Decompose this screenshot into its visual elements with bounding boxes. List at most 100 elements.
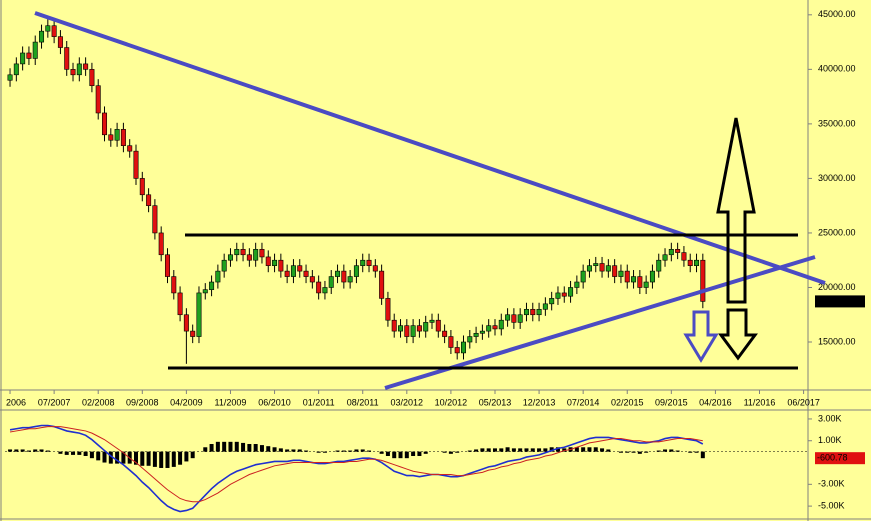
candle-body (454, 347, 460, 354)
histogram-bar (700, 451, 705, 459)
histogram-bar (215, 441, 220, 452)
candle-body (177, 292, 183, 316)
last-value-label: 18723.22 (817, 296, 855, 306)
histogram-bar (385, 451, 390, 456)
candle-body (51, 25, 57, 37)
histogram-bar (530, 448, 535, 452)
candle-body (593, 263, 599, 266)
histogram-bar (618, 451, 623, 453)
candle-body (39, 30, 45, 43)
candle-body (467, 336, 473, 343)
candle-body (108, 134, 114, 141)
candle-body (599, 263, 605, 272)
candle-body (341, 270, 347, 283)
x-tick-label: 06/2017 (787, 397, 820, 407)
histogram-bar (108, 451, 113, 464)
histogram-bar (600, 448, 605, 452)
candle-body (20, 52, 26, 65)
y-tick-label: -5.00K (818, 500, 845, 510)
candle-body (530, 308, 536, 316)
candle-body (309, 276, 315, 283)
candle-body (700, 259, 706, 302)
histogram-bar (392, 451, 397, 459)
plot-area: 2006 07/2007 02/2008 09/2008 04/2009 11/2009 0… (5, 9, 865, 513)
trend-line (384, 255, 816, 390)
candle-body (681, 252, 687, 261)
candle-body (7, 74, 13, 81)
histogram-bar (102, 451, 107, 463)
histogram-bar (222, 441, 227, 452)
candle-body (492, 325, 498, 330)
candle-body (656, 259, 662, 272)
candle-body (586, 265, 592, 272)
candle-body (190, 330, 196, 337)
x-tick-label: 11/2009 (215, 397, 247, 407)
histogram-bar (184, 451, 189, 462)
candle-body (278, 259, 284, 272)
candle-body (536, 308, 542, 316)
histogram-bar (555, 447, 560, 452)
x-tick-label: 02/2015 (611, 397, 644, 407)
candle-body (57, 36, 63, 48)
histogram-bar (278, 448, 283, 452)
candle-body (164, 254, 170, 277)
candle-body (668, 249, 674, 256)
histogram-bar (562, 448, 567, 452)
x-tick-label: 05/2013 (479, 397, 512, 407)
histogram-bar (178, 451, 183, 465)
x-tick-label: 12/2013 (523, 397, 556, 407)
candle-body (675, 249, 681, 253)
histogram-bar (688, 451, 693, 453)
candle-body (102, 112, 108, 136)
candle-body (297, 265, 303, 272)
histogram-bar (190, 451, 195, 459)
histogram-bar (492, 448, 497, 452)
histogram-bar (574, 447, 579, 452)
down-arrow (683, 310, 719, 363)
candle-body (643, 281, 649, 288)
histogram-bar (20, 449, 25, 452)
histogram-bar (675, 450, 680, 452)
histogram-bar (64, 451, 69, 455)
x-tick-label: 09/2008 (126, 397, 159, 407)
candle-body (523, 308, 529, 316)
histogram-bar (341, 450, 346, 452)
histogram-bar (587, 447, 592, 452)
candle-body (284, 270, 290, 277)
down-arrow (718, 308, 758, 361)
candle-body (423, 322, 429, 332)
histogram-bar (348, 450, 353, 452)
candle-body (158, 232, 164, 256)
histogram-bar (581, 447, 586, 452)
candle-body (253, 249, 259, 261)
y-tick-label: 45000.00 (818, 9, 856, 19)
histogram-bar (404, 451, 409, 459)
candle-body (398, 325, 404, 332)
x-tick-label: 11/2016 (744, 397, 776, 407)
histogram-bar (360, 449, 365, 452)
candle-body (637, 276, 643, 288)
histogram-bar (549, 447, 554, 452)
histogram-bar (625, 451, 630, 453)
histogram-bar (133, 451, 138, 465)
histogram-bar (14, 449, 19, 452)
x-tick-label: 08/2011 (347, 397, 379, 407)
candle-body (473, 332, 479, 337)
candle-body (612, 265, 618, 277)
candle-body (328, 276, 334, 288)
candle-body (171, 276, 177, 294)
y-tick-label: 20000.00 (818, 282, 856, 292)
candle-body (561, 292, 567, 297)
x-tick-label: 06/2010 (258, 397, 291, 407)
candle-body (404, 325, 410, 337)
x-tick-label: 2006 (6, 397, 26, 407)
candle-body (240, 249, 246, 256)
histogram-bar (593, 447, 598, 452)
candle-body (183, 314, 189, 332)
x-tick-label: 07/2007 (38, 397, 71, 407)
trend-line (34, 11, 826, 285)
candle-body (83, 63, 89, 70)
